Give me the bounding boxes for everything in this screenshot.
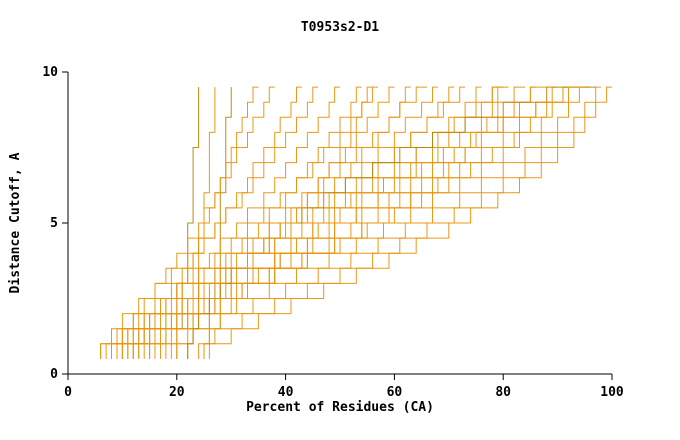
x-tick-label: 60 [387,385,403,400]
x-tick-label: 20 [169,385,185,400]
y-tick-label: 10 [42,65,58,80]
x-tick-label: 40 [278,385,294,400]
x-tick-label: 100 [600,385,624,400]
series-line [176,87,200,359]
x-tick-label: 80 [495,385,511,400]
series-line [187,86,596,359]
x-axis-label: Percent of Residues (CA) [246,400,434,415]
y-tick-label: 5 [50,216,58,231]
series-line [203,86,585,359]
series-line [208,86,612,359]
x-tick-label: 0 [64,385,72,400]
chart-title: T0953s2-D1 [300,20,380,35]
y-axis-label: Distance Cutoff, A [8,152,23,294]
y-tick-label: 0 [50,367,58,382]
